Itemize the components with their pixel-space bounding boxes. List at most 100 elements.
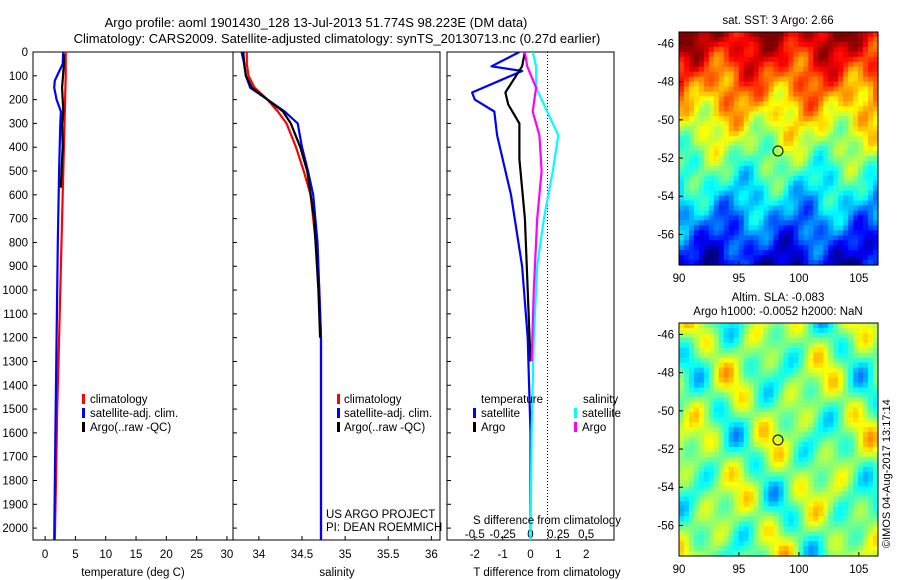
map-cell [788, 235, 795, 241]
map-cell [713, 466, 720, 473]
map-cell [738, 255, 745, 261]
map-cell [693, 41, 700, 48]
map-cell [743, 200, 750, 207]
map-cell [808, 446, 814, 453]
map-cell [703, 471, 710, 478]
map-cell [873, 352, 879, 359]
map-cell [723, 220, 730, 226]
map-cell [698, 481, 705, 488]
map-cell [783, 347, 790, 354]
map-cell [793, 215, 799, 221]
map-cell [718, 210, 725, 217]
map-cell [813, 486, 819, 493]
map-cell [693, 332, 700, 339]
map-cell [688, 180, 695, 187]
map-cell [838, 551, 844, 557]
map-cell [858, 205, 864, 212]
map-cell [713, 323, 720, 329]
map-cell [773, 546, 780, 552]
map-cell [738, 160, 745, 167]
map-cell [833, 96, 839, 103]
map-cell [753, 210, 760, 217]
map-cell [698, 551, 705, 557]
map-cell [713, 165, 720, 172]
map-cell [838, 506, 844, 512]
map-cell [838, 516, 844, 522]
map-cell [713, 377, 720, 384]
map-cell [733, 131, 740, 137]
map-cell [863, 32, 869, 38]
map-cell [753, 496, 760, 503]
map-cell [703, 446, 710, 453]
map-cell [738, 476, 745, 483]
map-cell [823, 141, 829, 147]
map-cell [788, 362, 795, 369]
map-cell [853, 323, 859, 329]
x-tick-label: -2 [470, 549, 480, 561]
map-cell [738, 41, 745, 48]
map-cell [783, 41, 790, 48]
map-cell [873, 377, 879, 384]
map-cell [718, 225, 725, 231]
map-cell [679, 392, 685, 398]
map-cell [698, 81, 705, 88]
map-cell [708, 412, 715, 418]
map-cell [679, 516, 685, 522]
map-cell [688, 91, 695, 98]
map-cell [833, 136, 839, 142]
map-cell [793, 235, 799, 241]
map-cell [723, 441, 730, 448]
map-cell [793, 506, 799, 512]
map-cell [873, 491, 879, 498]
map-cell [698, 235, 705, 241]
map-cell [788, 427, 795, 433]
map-cell [728, 91, 735, 98]
map-cell [703, 407, 710, 413]
map-cell [838, 402, 844, 408]
map-cell [833, 367, 839, 374]
map-cell [838, 121, 844, 127]
map-cell [698, 165, 705, 172]
map-cell [679, 195, 685, 202]
map-cell [753, 461, 760, 468]
map-cell [793, 422, 799, 428]
map-cell [738, 235, 745, 241]
map-cell [698, 362, 705, 369]
map-cell [723, 46, 730, 53]
map-cell [803, 66, 809, 73]
map-cell [808, 240, 814, 246]
map-cell [853, 121, 859, 127]
map-cell [803, 427, 809, 433]
map-cell [868, 240, 874, 246]
map-cell [858, 245, 864, 251]
map-cell [718, 121, 725, 127]
map-cell [708, 96, 715, 103]
map-cell [753, 76, 760, 83]
map-cell [748, 352, 755, 359]
map-cell [793, 190, 799, 197]
map-cell [723, 362, 730, 369]
map-cell [733, 332, 740, 339]
map-cell [818, 511, 824, 517]
map-cell [843, 506, 849, 512]
map-cell [679, 377, 685, 384]
map-cell [848, 250, 854, 256]
map-cell [679, 155, 685, 162]
legend-swatch-argo [82, 422, 85, 432]
map-cell [818, 255, 824, 261]
map-cell [808, 141, 814, 147]
map-cell [823, 461, 829, 468]
map-cell [688, 496, 695, 503]
map-cell [733, 327, 740, 334]
map-cell [853, 546, 859, 552]
map-cell [768, 51, 775, 58]
series-line-salinity-satellite [529, 52, 560, 540]
map-cell [833, 106, 839, 112]
map-cell [853, 432, 859, 438]
map-cell [763, 51, 770, 58]
depth-tick-label: 0 [22, 47, 28, 59]
map-cell [718, 46, 725, 53]
map-cell [808, 96, 814, 103]
map-cell [738, 116, 745, 122]
map-cell [743, 387, 750, 394]
